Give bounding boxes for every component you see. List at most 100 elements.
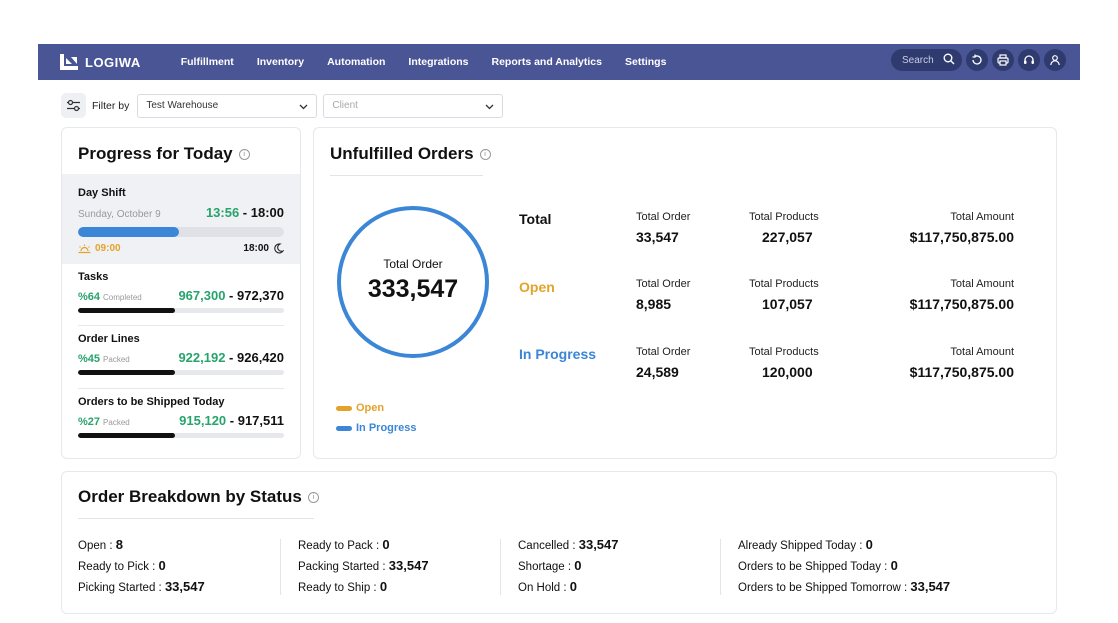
stat-value: 120,000 — [762, 364, 813, 380]
status-label: Picking Started : — [78, 582, 165, 594]
stat-label: Total Order — [636, 278, 691, 290]
shift-separator: - — [239, 205, 251, 220]
menu-item-reports[interactable]: Reports and Analytics — [491, 56, 602, 68]
stat-label: Total Products — [749, 211, 819, 223]
group-total-label: Total — [519, 211, 552, 227]
sliders-icon — [67, 99, 80, 112]
headset-icon — [1024, 55, 1034, 64]
stat-label: Total Amount — [950, 211, 1014, 223]
support-button[interactable] — [1018, 49, 1040, 71]
stat-label: Total Products — [749, 346, 819, 358]
status-value: 33,547 — [910, 579, 951, 594]
legend-swatch — [336, 405, 352, 411]
status-label: Ready to Pack : — [298, 540, 383, 552]
task-progress-fill — [78, 433, 175, 438]
filter-button[interactable] — [61, 93, 86, 118]
task-percent: %45 — [78, 353, 101, 365]
client-select[interactable]: Client — [323, 93, 504, 118]
task-status: Packed — [103, 418, 130, 427]
info-icon[interactable]: i — [307, 491, 319, 503]
refresh-button[interactable] — [966, 49, 988, 71]
print-icon — [997, 54, 1009, 66]
status-label: Ready to Ship : — [298, 582, 380, 594]
refresh-icon — [972, 54, 982, 65]
total-order-stat: Total Order 33,547 — [636, 211, 690, 245]
task-sep: - — [225, 350, 237, 365]
search-placeholder: Search — [902, 54, 934, 66]
breakdown-column-2: Ready to Pack : 0 Packing Started : 33,5… — [298, 537, 429, 600]
task-sep: - — [226, 413, 238, 428]
breakdown-column-4: Already Shipped Today : 0 Orders to be S… — [738, 537, 950, 600]
legend-swatch — [336, 425, 352, 431]
task-total: 972,370 — [237, 288, 284, 303]
stat-value: 107,057 — [762, 296, 813, 312]
search-input[interactable]: Search — [891, 49, 962, 71]
total-products-stat: Total Products 227,057 — [749, 211, 819, 245]
profile-button[interactable] — [1044, 49, 1066, 71]
in-progress-amount-stat: Total Amount $117,750,875.00 — [910, 346, 1014, 380]
shift-end: 18:00 — [243, 243, 284, 254]
status-value: 0 — [379, 579, 388, 594]
chevron-down-icon — [485, 104, 494, 109]
shift-end-time: 18:00 — [250, 205, 284, 220]
legend-in-progress[interactable]: In Progress — [336, 422, 417, 434]
column-divider — [720, 539, 721, 595]
stat-value: 24,589 — [636, 364, 679, 380]
task-name: Orders to be Shipped Today — [78, 396, 225, 408]
status-label: On Hold : — [518, 582, 570, 594]
top-navigation-bar: LOGIWA Fulfillment Inventory Automation … — [38, 44, 1080, 80]
filter-label: Filter by — [92, 99, 130, 112]
in-progress-products-stat: Total Products 120,000 — [749, 346, 819, 380]
status-value: 33,547 — [578, 537, 619, 552]
status-ready-to-pick: Ready to Pick : 0 — [78, 558, 205, 579]
progress-title: Progress for Today i — [78, 144, 250, 164]
status-value: 33,547 — [388, 558, 429, 573]
task-counts: 915,120 - 917,511 — [179, 413, 284, 428]
in-progress-order-stat: Total Order 24,589 — [636, 346, 690, 380]
menu-item-integrations[interactable]: Integrations — [408, 56, 469, 68]
status-label: Orders to be Shipped Today : — [738, 561, 891, 573]
task-total: 917,511 — [237, 413, 284, 428]
status-value: 0 — [382, 537, 390, 552]
logo[interactable]: LOGIWA — [60, 54, 141, 70]
shift-start: 09:00 — [78, 243, 121, 254]
breakdown-title: Order Breakdown by Status i — [78, 487, 319, 507]
search-icon[interactable] — [943, 53, 955, 65]
main-menu: Fulfillment Inventory Automation Integra… — [181, 56, 690, 68]
task-progress-fill — [78, 370, 175, 375]
shift-date: Sunday, October 9 — [78, 209, 161, 220]
task-order-lines: Order Lines %45 Packed 922,192 - 926,420 — [78, 333, 284, 375]
menu-item-settings[interactable]: Settings — [624, 56, 667, 68]
status-label: Already Shipped Today : — [738, 540, 866, 552]
task-orders-to-ship: Orders to be Shipped Today %27 Packed 91… — [78, 396, 284, 438]
ring-value: 333,547 — [367, 275, 459, 303]
shift-start-time: 09:00 — [95, 243, 121, 254]
menu-item-fulfillment[interactable]: Fulfillment — [180, 56, 234, 68]
logo-text: LOGIWA — [85, 54, 141, 70]
info-icon[interactable]: i — [238, 148, 250, 160]
status-label: Orders to be Shipped Tomorrow : — [738, 582, 911, 594]
status-value: 33,547 — [164, 579, 205, 594]
info-icon[interactable]: i — [479, 148, 491, 160]
status-to-ship-today: Orders to be Shipped Today : 0 — [738, 558, 950, 579]
task-sep: - — [225, 288, 237, 303]
status-packing-started: Packing Started : 33,547 — [298, 558, 429, 579]
task-counts: 922,192 - 926,420 — [178, 350, 284, 365]
sunrise-icon — [78, 244, 91, 253]
stat-value: 227,057 — [762, 229, 813, 245]
shift-panel: Day Shift Sunday, October 9 13:56 - 18:0… — [62, 174, 300, 264]
menu-item-automation[interactable]: Automation — [327, 56, 386, 68]
menu-item-inventory[interactable]: Inventory — [256, 56, 305, 68]
print-button[interactable] — [992, 49, 1014, 71]
task-progress-bar — [78, 433, 284, 438]
stat-label: Total Amount — [950, 346, 1014, 358]
shift-progress-bar — [78, 227, 284, 237]
legend-label: Open — [356, 402, 385, 414]
status-open: Open : 8 — [78, 537, 205, 558]
task-done: 967,300 — [178, 288, 226, 303]
task-percent: %64 — [78, 291, 101, 303]
warehouse-select[interactable]: Test Warehouse — [137, 93, 318, 118]
warehouse-value: Test Warehouse — [146, 100, 219, 111]
task-progress-bar — [78, 370, 284, 375]
legend-open[interactable]: Open — [336, 402, 384, 414]
